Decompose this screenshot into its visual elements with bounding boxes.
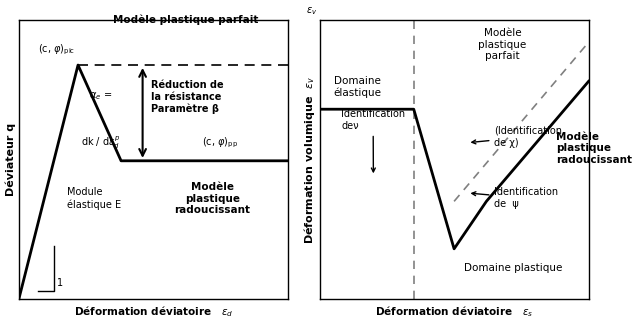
Text: Module
élastique E: Module élastique E (68, 188, 122, 210)
Text: 1: 1 (57, 279, 62, 289)
Text: Identification
de  ψ: Identification de ψ (472, 188, 559, 209)
Text: (c, $\varphi$)$_{\mathregular{pp}}$: (c, $\varphi$)$_{\mathregular{pp}}$ (202, 136, 238, 150)
Text: Modèle
plastique
parfait: Modèle plastique parfait (478, 28, 527, 61)
Text: Domaine plastique: Domaine plastique (464, 263, 563, 273)
Text: $\varepsilon_v$: $\varepsilon_v$ (305, 5, 317, 17)
Text: $\alpha_e$ =: $\alpha_e$ = (89, 90, 112, 102)
Text: Modèle
plastique
radoucissant: Modèle plastique radoucissant (556, 132, 632, 165)
Y-axis label: Déviateur q: Déviateur q (6, 123, 16, 196)
X-axis label: Déformation déviatoire   $\varepsilon_s$: Déformation déviatoire $\varepsilon_s$ (375, 305, 533, 319)
Text: Réduction de
la résistance
Paramètre β: Réduction de la résistance Paramètre β (150, 80, 223, 114)
Text: Domaine
élastique: Domaine élastique (333, 76, 381, 98)
Text: dk / d$\varepsilon_d^p$: dk / d$\varepsilon_d^p$ (81, 134, 120, 150)
Text: Modèle plastique parfait: Modèle plastique parfait (113, 14, 258, 25)
X-axis label: Déformation déviatoire   $\varepsilon_d$: Déformation déviatoire $\varepsilon_d$ (73, 305, 233, 319)
Text: (c, $\varphi$)$_{\mathregular{pic}}$: (c, $\varphi$)$_{\mathregular{pic}}$ (38, 43, 75, 57)
Y-axis label: Déformation volumique  $\varepsilon_v$: Déformation volumique $\varepsilon_v$ (302, 75, 317, 244)
Text: Identification
deν: Identification deν (341, 109, 405, 172)
Text: Modèle
plastique
radoucissant: Modèle plastique radoucissant (174, 182, 251, 215)
Text: (Identification
de χ): (Identification de χ) (472, 126, 563, 148)
